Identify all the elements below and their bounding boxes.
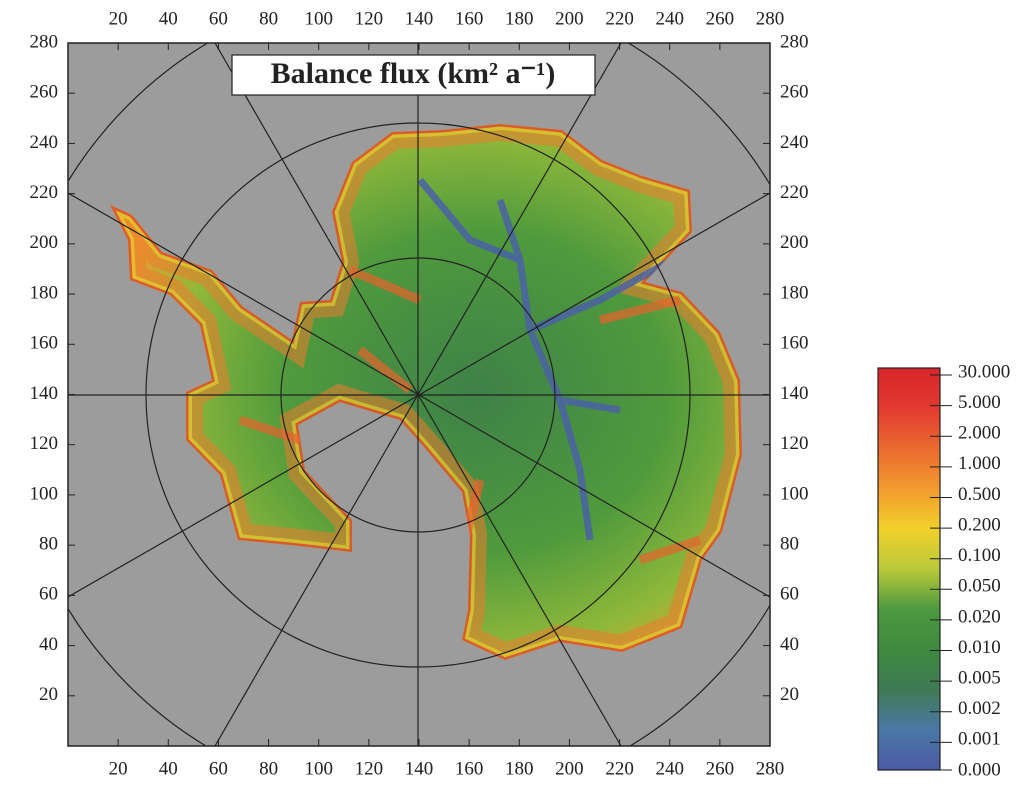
y-tick-label: 120 (30, 433, 59, 454)
y-tick-label: 160 (30, 333, 59, 354)
x-tick-label: 140 (405, 758, 434, 779)
y-tick-label: 140 (780, 383, 809, 404)
x-tick-label: 220 (605, 8, 634, 29)
colorbar-label: 0.000 (958, 759, 1001, 780)
colorbar-label: 2.000 (958, 423, 1001, 444)
y-tick-label: 20 (39, 684, 58, 705)
x-tick-label: 80 (259, 8, 278, 29)
x-tick-label: 200 (555, 758, 584, 779)
colorbar-label: 30.000 (958, 361, 1010, 382)
y-tick-label: 200 (780, 232, 809, 253)
x-tick-label: 80 (259, 758, 278, 779)
y-tick-label: 140 (30, 383, 59, 404)
y-tick-label: 200 (30, 232, 59, 253)
x-tick-label: 260 (706, 758, 735, 779)
y-tick-label: 220 (30, 182, 59, 203)
x-tick-label: 140 (405, 8, 434, 29)
colorbar-label: 0.010 (958, 637, 1001, 658)
x-tick-label: 240 (655, 758, 684, 779)
x-tick-label: 220 (605, 758, 634, 779)
x-tick-label: 160 (455, 758, 484, 779)
y-tick-label: 100 (30, 483, 59, 504)
y-tick-label: 80 (39, 534, 58, 555)
colorbar-label: 0.002 (958, 698, 1001, 719)
y-tick-label: 40 (780, 634, 799, 655)
x-tick-label: 200 (555, 8, 584, 29)
x-tick-label: 60 (209, 758, 228, 779)
x-tick-label: 120 (355, 758, 384, 779)
x-tick-label: 40 (159, 758, 178, 779)
chart-title: Balance flux (km² a⁻¹) (271, 57, 556, 90)
y-tick-label: 180 (30, 282, 59, 303)
x-tick-label: 180 (505, 8, 534, 29)
y-tick-label: 40 (39, 634, 58, 655)
y-tick-label: 220 (780, 182, 809, 203)
x-tick-label: 260 (706, 8, 735, 29)
y-tick-label: 60 (780, 584, 799, 605)
x-tick-label: 20 (109, 8, 128, 29)
x-tick-label: 280 (756, 8, 785, 29)
colorbar-label: 0.020 (958, 606, 1001, 627)
figure: Balance flux (km² a⁻¹) 30.000 5.000 2.000 1… (0, 0, 1032, 791)
colorbar-label: 0.005 (958, 668, 1001, 689)
x-tick-label: 160 (455, 8, 484, 29)
colorbar-label: 1.000 (958, 453, 1001, 474)
x-tick-label: 60 (209, 8, 228, 29)
x-tick-label: 240 (655, 8, 684, 29)
y-tick-label: 240 (30, 132, 59, 153)
x-tick-label: 40 (159, 8, 178, 29)
y-tick-label: 240 (780, 132, 809, 153)
y-tick-label: 80 (780, 534, 799, 555)
y-tick-label: 280 (30, 31, 59, 52)
y-tick-label: 260 (30, 82, 59, 103)
colorbar: 30.000 5.000 2.000 1.000 0.500 0.200 0.100 0.05… (878, 361, 1010, 780)
colorbar-label: 0.200 (958, 514, 1001, 535)
colorbar-label: 5.000 (958, 392, 1001, 413)
colorbar-label: 0.500 (958, 484, 1001, 505)
y-tick-label: 120 (780, 433, 809, 454)
x-tick-label: 280 (756, 758, 785, 779)
colorbar-label: 0.050 (958, 576, 1001, 597)
y-tick-label: 280 (780, 31, 809, 52)
y-tick-label: 160 (780, 333, 809, 354)
y-tick-label: 180 (780, 282, 809, 303)
y-tick-label: 20 (780, 684, 799, 705)
x-tick-label: 120 (355, 8, 384, 29)
y-tick-label: 260 (780, 82, 809, 103)
x-tick-label: 20 (109, 758, 128, 779)
x-tick-label: 100 (304, 8, 333, 29)
colorbar-label: 0.100 (958, 545, 1001, 566)
x-tick-label: 100 (304, 758, 333, 779)
colorbar-ramp (878, 368, 940, 770)
x-tick-label: 180 (505, 758, 534, 779)
y-tick-label: 100 (780, 483, 809, 504)
y-tick-label: 60 (39, 584, 58, 605)
colorbar-label: 0.001 (958, 729, 1001, 750)
